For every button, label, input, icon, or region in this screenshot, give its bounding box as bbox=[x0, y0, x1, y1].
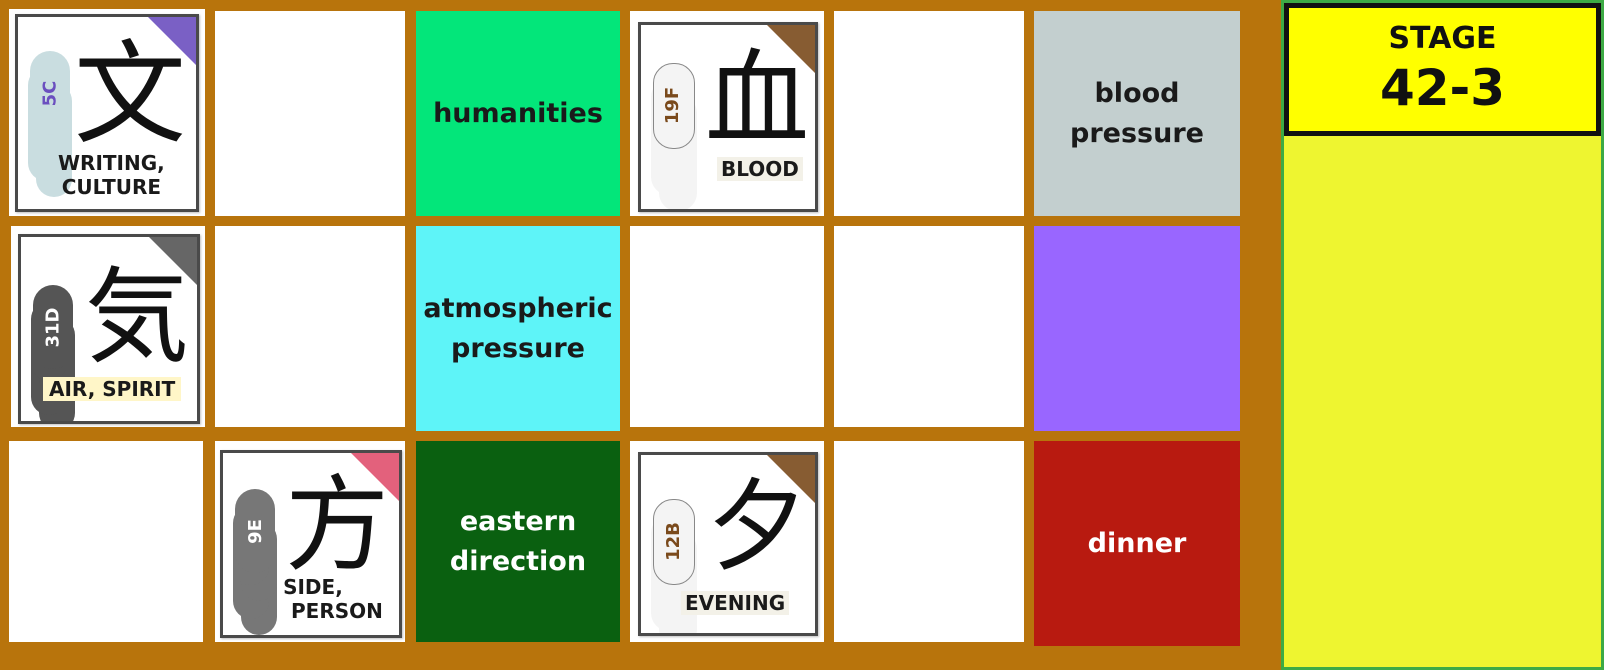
cloud-icon bbox=[653, 63, 695, 149]
cloud-icon bbox=[235, 489, 275, 573]
card-corner-accent bbox=[147, 237, 197, 287]
stage-panel: STAGE 42-3 bbox=[1281, 0, 1604, 670]
stage-indicator: STAGE 42-3 bbox=[1284, 3, 1601, 136]
slot-r3-c2[interactable]: 9E 方 SIDE, PERSON bbox=[215, 441, 405, 642]
card-corner-accent bbox=[146, 17, 196, 67]
kanji-meaning: BLOOD bbox=[717, 157, 803, 181]
kanji-card-writing-culture[interactable]: 5C 文 WRITING, CULTURE bbox=[15, 14, 199, 212]
slot-r1-c4[interactable]: 19F 血 BLOOD bbox=[630, 11, 824, 216]
word-tile-blood-pressure[interactable]: blood pressure bbox=[1034, 11, 1240, 216]
kanji-card-air-spirit[interactable]: 31D 気 AIR, SPIRIT bbox=[18, 234, 200, 424]
word-text: atmospheric pressure bbox=[423, 292, 613, 364]
word-text: dinner bbox=[1087, 527, 1187, 559]
word-text: eastern direction bbox=[449, 505, 587, 577]
kanji-code: 12B bbox=[662, 521, 684, 561]
kanji-code: 19F bbox=[662, 86, 684, 124]
kanji-glyph: 気 bbox=[85, 256, 190, 378]
card-corner-accent bbox=[349, 453, 399, 503]
card-corner-accent bbox=[765, 25, 815, 75]
word-tile-dinner[interactable]: dinner bbox=[1034, 441, 1240, 646]
kanji-meaning: SIDE, PERSON bbox=[283, 575, 383, 623]
cloud-icon bbox=[653, 499, 695, 585]
empty-slot[interactable] bbox=[215, 226, 405, 427]
word-tile-purple[interactable] bbox=[1034, 226, 1240, 431]
word-tile-atmospheric-pressure[interactable]: atmospheric pressure bbox=[416, 226, 620, 431]
empty-slot[interactable] bbox=[215, 11, 405, 216]
cloud-icon bbox=[33, 285, 73, 369]
kanji-card-side-person[interactable]: 9E 方 SIDE, PERSON bbox=[220, 450, 402, 638]
card-corner-accent bbox=[765, 455, 815, 505]
kanji-meaning: AIR, SPIRIT bbox=[43, 377, 182, 401]
word-text: humanities bbox=[433, 97, 603, 129]
empty-slot[interactable] bbox=[834, 226, 1024, 427]
empty-slot[interactable] bbox=[630, 226, 824, 427]
slot-r2-c1[interactable]: 31D 気 AIR, SPIRIT bbox=[11, 226, 205, 427]
slot-r3-c4[interactable]: 12B 夕 EVENING bbox=[630, 441, 824, 642]
cloud-icon bbox=[30, 51, 70, 135]
word-tile-humanities[interactable]: humanities bbox=[416, 11, 620, 216]
stage-label: STAGE bbox=[1388, 21, 1497, 56]
stage-number: 42-3 bbox=[1379, 59, 1506, 117]
kanji-code: 9E bbox=[244, 518, 266, 544]
slot-r1-c1[interactable]: 5C 文 WRITING, CULTURE bbox=[9, 9, 205, 216]
kanji-meaning: WRITING, CULTURE bbox=[58, 151, 165, 199]
empty-slot[interactable] bbox=[834, 441, 1024, 642]
empty-slot[interactable] bbox=[834, 11, 1024, 216]
word-tile-eastern-direction[interactable]: eastern direction bbox=[416, 441, 620, 642]
kanji-glyph: 方 bbox=[285, 464, 390, 586]
kanji-code: 31D bbox=[42, 307, 64, 347]
kanji-card-blood[interactable]: 19F 血 BLOOD bbox=[638, 22, 818, 212]
empty-slot[interactable] bbox=[9, 441, 203, 642]
word-text: blood pressure bbox=[1070, 77, 1204, 149]
kanji-code: 5C bbox=[39, 80, 61, 106]
kanji-glyph: 夕 bbox=[707, 468, 807, 585]
kanji-glyph: 血 bbox=[705, 38, 810, 160]
kanji-glyph: 文 bbox=[74, 30, 186, 160]
kanji-card-evening[interactable]: 12B 夕 EVENING bbox=[638, 452, 818, 636]
game-board: 5C 文 WRITING, CULTURE humanities 19F 血 B… bbox=[0, 0, 1281, 670]
kanji-meaning: EVENING bbox=[681, 591, 790, 615]
